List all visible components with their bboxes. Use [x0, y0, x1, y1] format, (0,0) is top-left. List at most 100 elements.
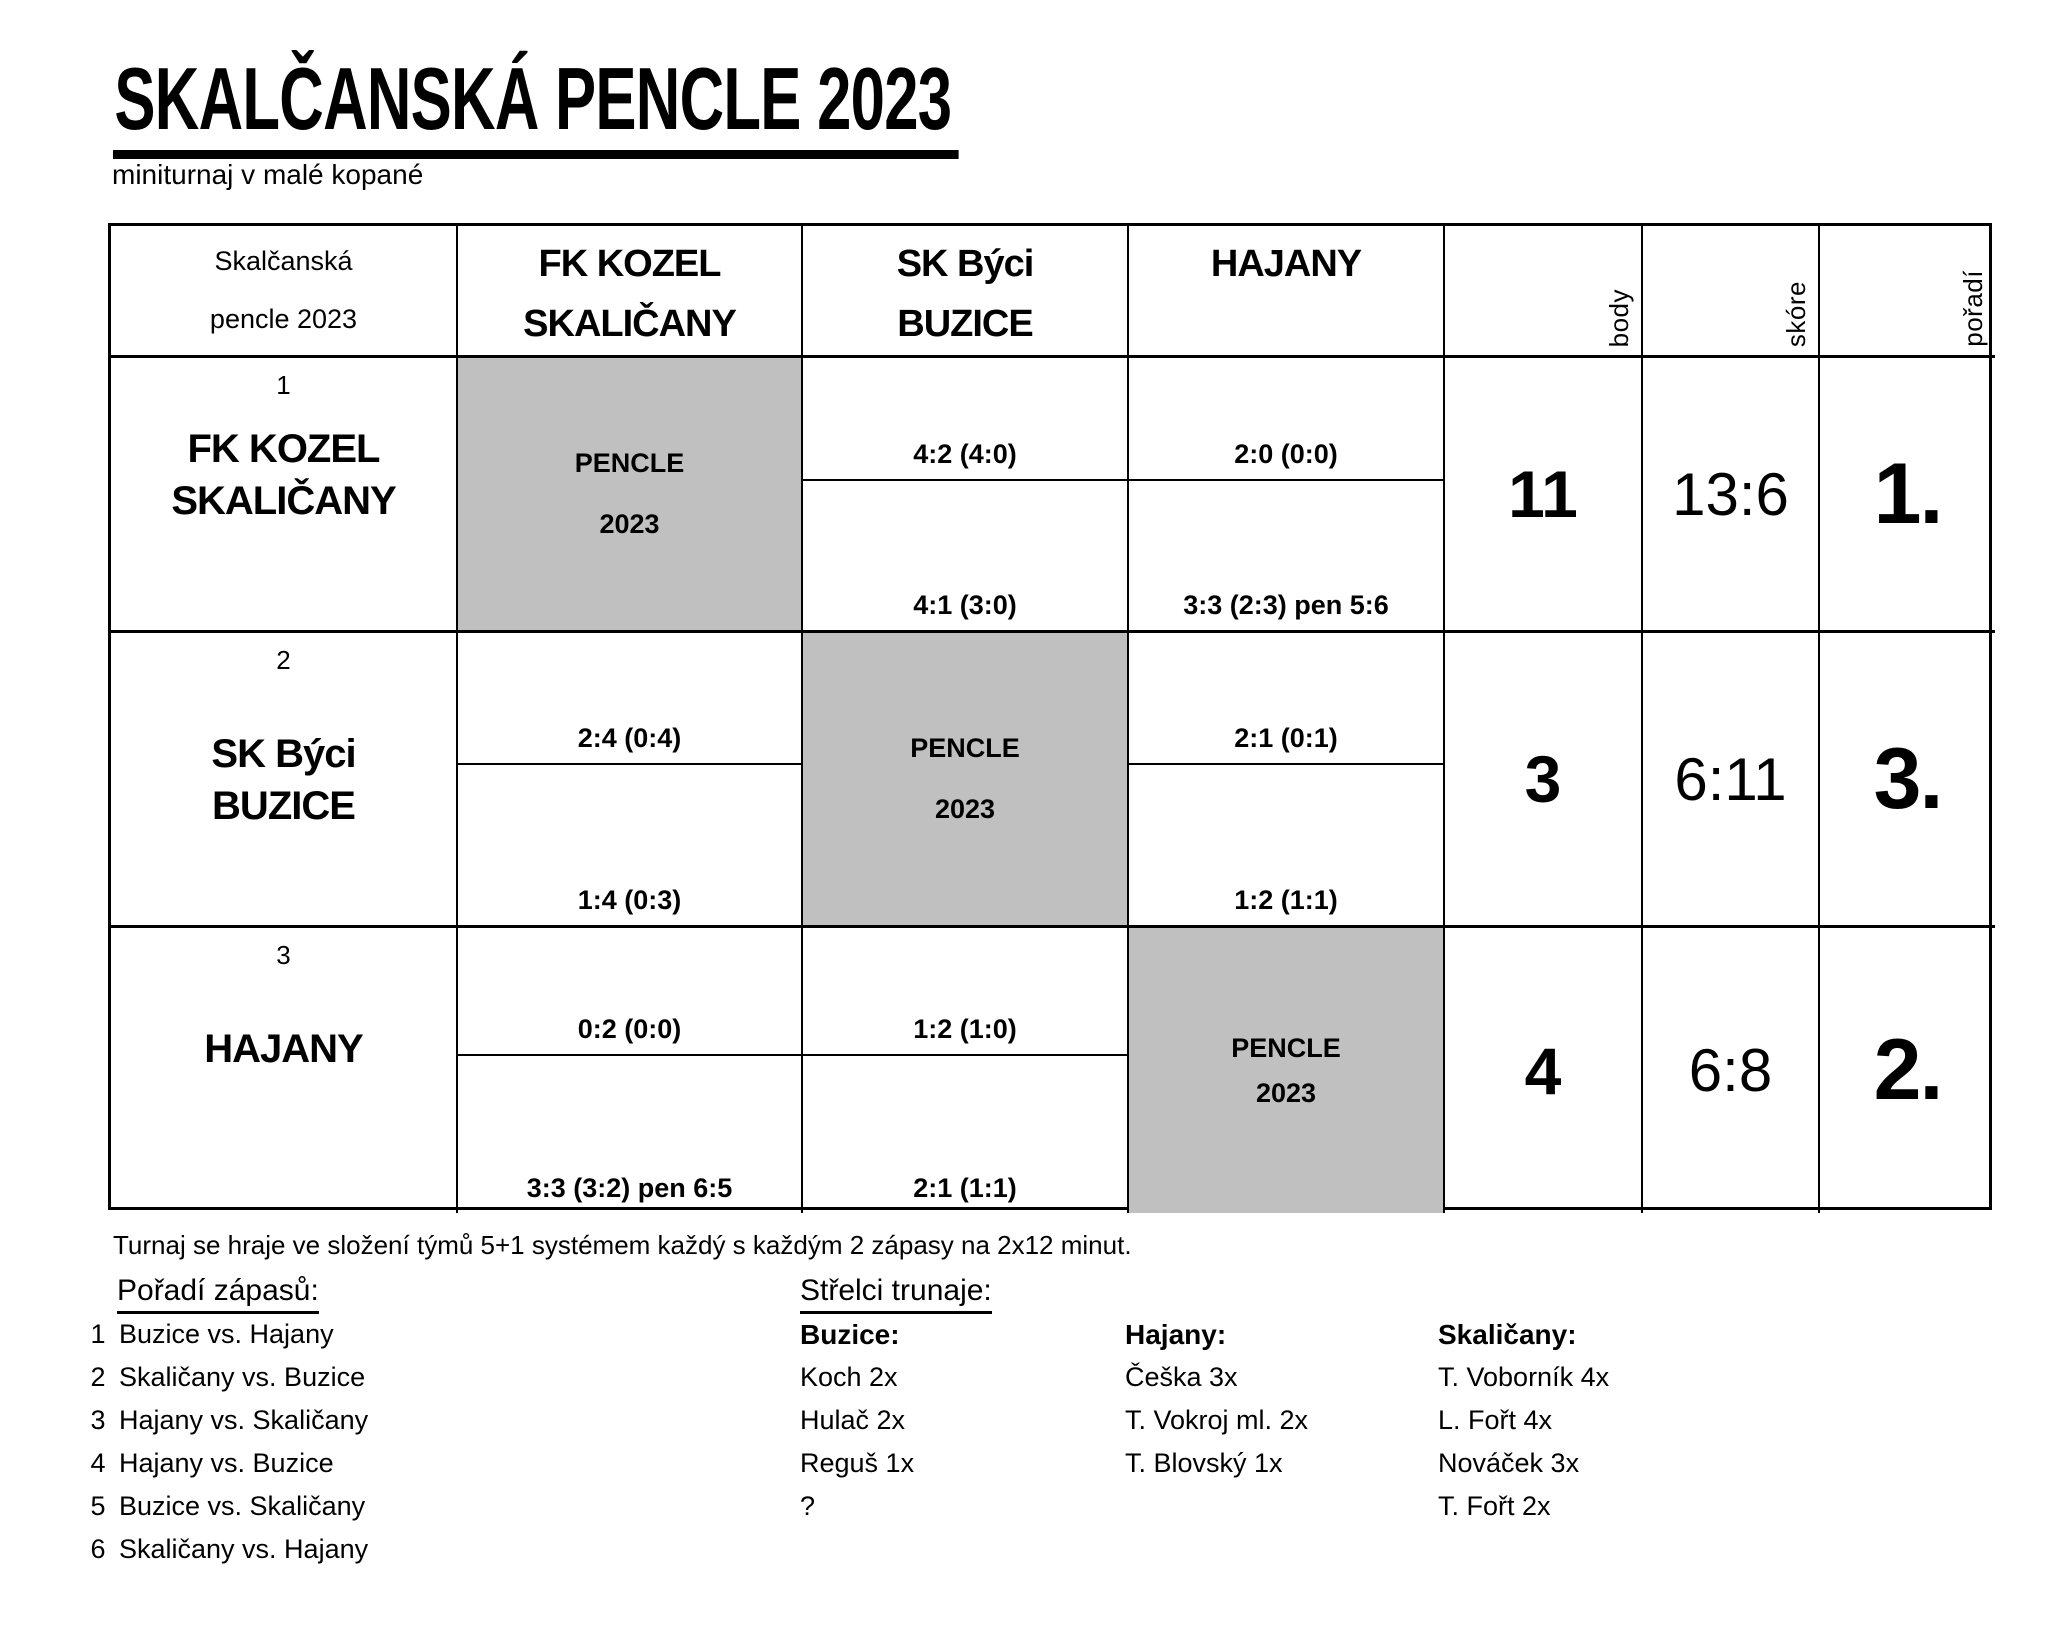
result-buzice-vs-hajany-match2: 1:2 (1:1): [1129, 765, 1445, 928]
row-number: 3: [276, 940, 291, 970]
diagonal-line: PENCLE: [910, 733, 1020, 763]
diagonal-line: PENCLE: [1231, 1032, 1341, 1063]
score-total-buzice: 6:11: [1643, 633, 1820, 928]
points-value: 3: [1524, 742, 1562, 816]
row-team-name: SK Býci BUZICE: [211, 728, 356, 832]
team-name-line: SK Býci: [211, 732, 356, 776]
match-order-item: 1 Buzice vs. Hajany: [85, 1313, 368, 1356]
body-label: body: [1604, 288, 1634, 347]
scorers-team-label: Skaličany:: [1438, 1319, 1577, 1350]
points-value: 4: [1524, 1033, 1562, 1108]
column-header-body: body: [1445, 226, 1643, 358]
rank-value: 1.: [1873, 445, 1944, 542]
column-header-line: SK Býci: [896, 243, 1035, 285]
score-total-hajany: 6:8: [1643, 928, 1820, 1213]
match-order-item: 5 Buzice vs. Skaličany: [85, 1485, 368, 1528]
score-text: 2:4 (0:4): [577, 723, 682, 753]
result-hajany-vs-buzice-match1: 1:2 (1:0): [803, 928, 1129, 1056]
column-header-line: HAJANY: [1210, 243, 1362, 285]
column-header-skore: skóre: [1643, 226, 1820, 358]
result-skalicany-vs-hajany-match2: 3:3 (2:3) pen 5:6: [1129, 481, 1445, 633]
scorer-item: T. Vokroj ml. 2x: [1125, 1405, 1309, 1435]
skore-label: skóre: [1781, 280, 1811, 347]
rank-value: 3.: [1873, 730, 1944, 827]
match-number: 3: [90, 1405, 106, 1435]
match-number: 5: [90, 1491, 106, 1521]
diagonal-cell-skalicany: PENCLE 2023: [458, 358, 803, 633]
row-label-skalicany: 1 FK KOZEL SKALIČANY: [111, 358, 458, 633]
column-header-poradi: pořadí: [1820, 226, 1995, 358]
score-text: 1:2 (1:1): [1234, 885, 1338, 915]
match-order-list: 1 Buzice vs. Hajany 2 Skaličany vs. Buzice…: [85, 1313, 368, 1571]
match-label: Hajany vs. Skaličany: [119, 1405, 369, 1435]
points-buzice: 3: [1445, 633, 1643, 928]
diagonal-line: 2023: [1255, 1077, 1317, 1108]
result-skalicany-vs-buzice-match1: 4:2 (4:0): [803, 358, 1129, 481]
row-label-buzice: 2 SK Býci BUZICE: [111, 633, 458, 928]
row-number: 2: [276, 645, 291, 675]
scorer-item: Reguš 1x: [800, 1448, 915, 1478]
scorer-item: L. Fořt 4x: [1438, 1405, 1553, 1435]
diagonal-cell-buzice: PENCLE 2023: [803, 633, 1129, 928]
scorer-item: Češka 3x: [1125, 1362, 1238, 1392]
result-buzice-vs-skalicany-match2: 1:4 (0:3): [458, 765, 803, 928]
match-number: 4: [90, 1448, 106, 1478]
row-team-name: HAJANY: [204, 1023, 363, 1075]
scorer-item: ?: [800, 1491, 816, 1521]
score-total-value: 13:6: [1672, 460, 1789, 528]
match-label: Buzice vs. Hajany: [119, 1319, 334, 1349]
rank-skalicany: 1.: [1820, 358, 1995, 633]
result-hajany-vs-skalicany-match1: 0:2 (0:0): [458, 928, 803, 1056]
column-header-line: BUZICE: [897, 303, 1033, 345]
match-label: Hajany vs. Buzice: [119, 1448, 334, 1478]
score-text: 4:2 (4:0): [913, 439, 1017, 469]
score-text: 0:2 (0:0): [577, 1014, 682, 1044]
row-label-hajany: 3 HAJANY: [111, 928, 458, 1213]
page-title: SKALČANSKÁ PENCLE 2023: [113, 55, 959, 159]
score-text: 2:1 (0:1): [1234, 723, 1338, 753]
scorers-team-label: Hajany:: [1125, 1319, 1227, 1350]
results-crosstable: Skalčanská pencle 2023 FK KOZEL SKALIČAN…: [108, 223, 1995, 1213]
row-team-name: FK KOZEL SKALIČANY: [171, 423, 396, 527]
scorer-item: T. Voborník 4x: [1438, 1362, 1610, 1392]
match-label: Skaličany vs. Hajany: [119, 1534, 369, 1564]
diagonal-cell-hajany: PENCLE 2023: [1129, 928, 1445, 1213]
rank-buzice: 3.: [1820, 633, 1995, 928]
team-name-line: HAJANY: [204, 1027, 363, 1071]
diagonal-line: PENCLE: [574, 448, 685, 478]
match-label: Skaličany vs. Buzice: [119, 1362, 366, 1392]
page-subtitle: miniturnaj v malé kopané: [112, 159, 424, 190]
corner-line1: Skalčanská: [214, 245, 353, 276]
corner-header-cell: Skalčanská pencle 2023: [111, 226, 458, 358]
score-text: 1:4 (0:3): [577, 885, 682, 915]
match-number: 1: [90, 1319, 106, 1349]
score-text: 2:0 (0:0): [1234, 439, 1338, 469]
result-skalicany-vs-hajany-match1: 2:0 (0:0): [1129, 358, 1445, 481]
match-order-item: 3 Hajany vs. Skaličany: [85, 1399, 368, 1442]
score-text: 1:2 (1:0): [913, 1014, 1017, 1044]
score-text: 4:1 (3:0): [913, 590, 1017, 620]
match-number: 2: [90, 1362, 106, 1392]
scorers-heading: Střelci trunaje:: [800, 1274, 992, 1314]
tournament-format-note: Turnaj se hraje ve složení týmů 5+1 syst…: [113, 1230, 1132, 1260]
points-value: 11: [1508, 457, 1578, 531]
team-name-line: BUZICE: [212, 784, 356, 828]
result-buzice-vs-hajany-match1: 2:1 (0:1): [1129, 633, 1445, 765]
match-order-heading: Pořadí zápasů:: [117, 1274, 319, 1314]
team-name-line: SKALIČANY: [171, 479, 396, 523]
score-text: 2:1 (1:1): [913, 1173, 1017, 1203]
column-header-buzice: SK Býci BUZICE: [803, 226, 1129, 358]
scorers-column-skalicany: Skaličany: T. Voborník 4x L. Fořt 4x Nov…: [1438, 1313, 1609, 1528]
result-hajany-vs-buzice-match2: 2:1 (1:1): [803, 1056, 1129, 1213]
result-hajany-vs-skalicany-match2: 3:3 (3:2) pen 6:5: [458, 1056, 803, 1213]
match-label: Buzice vs. Skaličany: [119, 1491, 366, 1521]
match-number: 6: [90, 1534, 106, 1564]
score-text: 3:3 (3:2) pen 6:5: [526, 1173, 733, 1203]
scorers-column-hajany: Hajany: Češka 3x T. Vokroj ml. 2x T. Blo…: [1125, 1313, 1308, 1485]
scorer-item: Hulač 2x: [800, 1405, 906, 1435]
diagonal-line: 2023: [599, 509, 660, 539]
score-total-skalicany: 13:6: [1643, 358, 1820, 633]
match-order-item: 6 Skaličany vs. Hajany: [85, 1528, 368, 1571]
team-name-line: FK KOZEL: [187, 427, 381, 471]
